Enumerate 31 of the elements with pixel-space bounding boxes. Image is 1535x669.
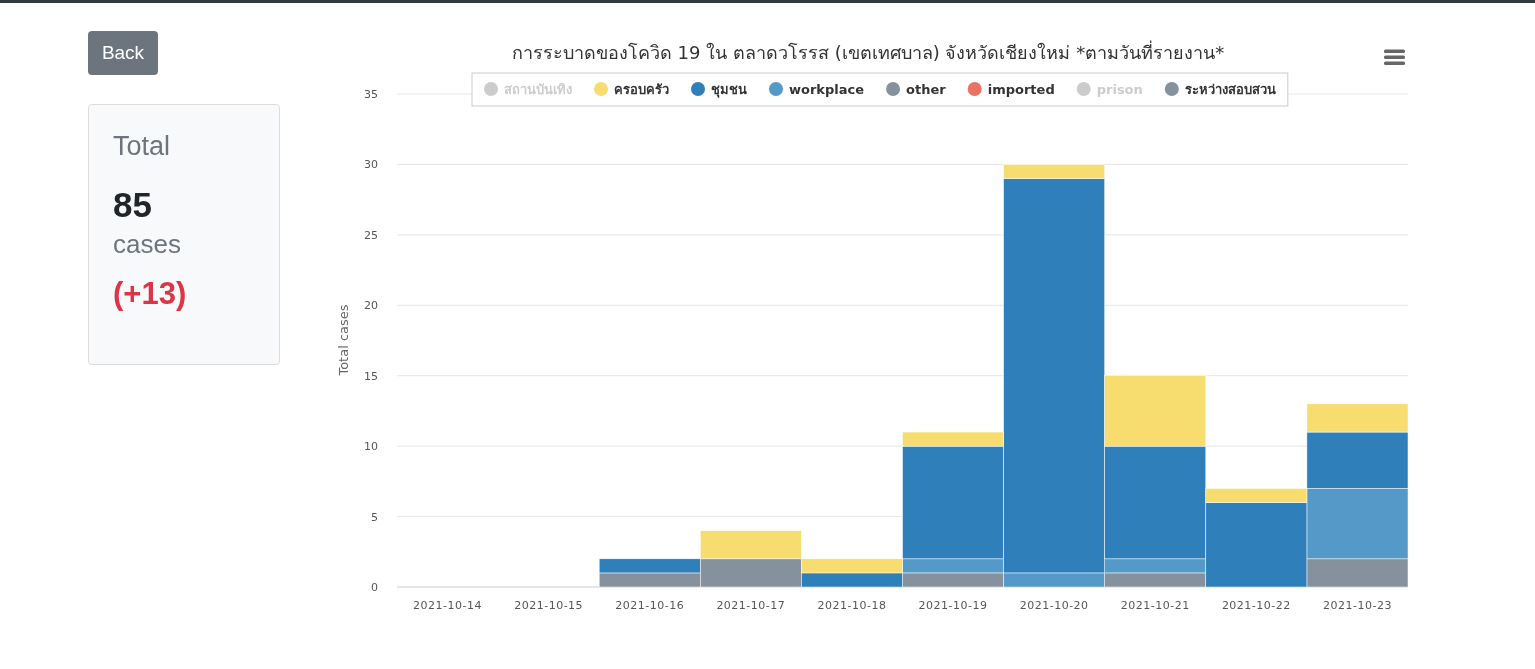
y-tick-label: 35	[364, 88, 378, 101]
y-tick-label: 5	[371, 510, 378, 524]
x-tick-label: 2021-10-22	[1221, 599, 1291, 612]
y-tick-label: 20	[364, 299, 378, 313]
x-tick-label: 2021-10-17	[716, 599, 786, 612]
x-tick-label: 2021-10-23	[1322, 599, 1392, 612]
y-tick-label: 10	[364, 440, 378, 454]
x-tick-label: 2021-10-18	[817, 599, 887, 612]
y-axis-title: Total cases	[336, 304, 351, 377]
chart-title: การระบาดของโควิด 19 ใน ตลาดวโรรส (เขตเทศบาล) จังหวัดเชียงใหม่ *ตามวันที่รายงาน*	[511, 40, 1225, 63]
text: Total	[113, 131, 171, 162]
legend-label: ระหว่างสอบสวน	[1184, 82, 1276, 97]
legend-label: imported	[987, 82, 1055, 97]
legend-label: other	[906, 82, 947, 97]
text: (+13)	[113, 276, 187, 312]
x-tick-label: 2021-10-14	[413, 599, 483, 612]
x-tick-label: 2021-10-16	[615, 599, 685, 612]
legend-label: ครอบครัว	[614, 82, 669, 97]
x-tick-label: 2021-10-20	[1019, 599, 1089, 612]
text: 85	[113, 185, 152, 225]
legend-label: workplace	[789, 82, 865, 97]
text: cases	[113, 229, 181, 260]
x-tick-label: 2021-10-19	[918, 599, 988, 612]
y-tick-label: 30	[364, 158, 378, 172]
y-tick-label: 25	[364, 228, 378, 242]
text: Back	[88, 31, 158, 75]
legend-label: ชุมชน	[711, 82, 747, 98]
x-tick-label: 2021-10-21	[1120, 599, 1190, 612]
x-tick-label: 2021-10-15	[514, 599, 584, 612]
y-tick-label: 0	[371, 581, 378, 594]
y-tick-label: 15	[364, 369, 378, 383]
